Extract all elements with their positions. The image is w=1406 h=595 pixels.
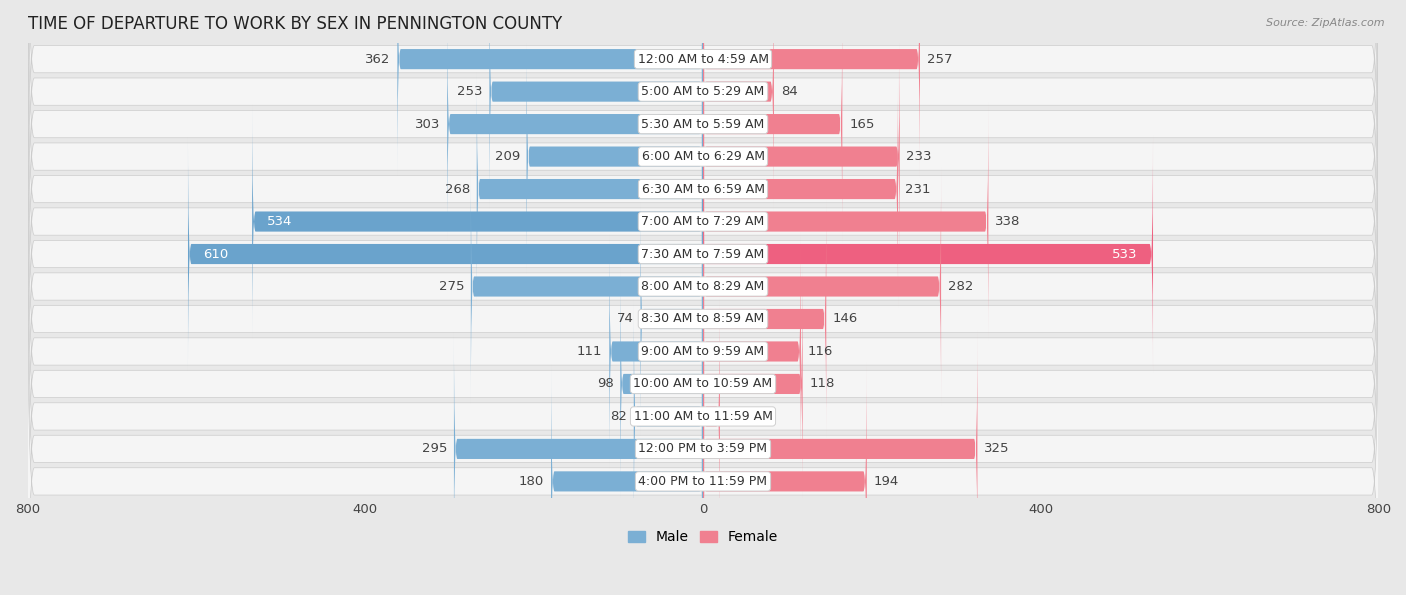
Text: 253: 253 (457, 85, 482, 98)
Text: 7:30 AM to 7:59 AM: 7:30 AM to 7:59 AM (641, 248, 765, 261)
FancyBboxPatch shape (703, 37, 900, 277)
Text: 118: 118 (810, 377, 835, 390)
FancyBboxPatch shape (28, 0, 1378, 370)
FancyBboxPatch shape (28, 235, 1378, 595)
Text: 9:00 AM to 9:59 AM: 9:00 AM to 9:59 AM (641, 345, 765, 358)
FancyBboxPatch shape (526, 37, 703, 277)
Text: 11:00 AM to 11:59 AM: 11:00 AM to 11:59 AM (634, 410, 772, 423)
Text: 5:00 AM to 5:29 AM: 5:00 AM to 5:29 AM (641, 85, 765, 98)
FancyBboxPatch shape (454, 329, 703, 569)
Text: 6:00 AM to 6:29 AM: 6:00 AM to 6:29 AM (641, 150, 765, 163)
FancyBboxPatch shape (398, 0, 703, 179)
FancyBboxPatch shape (703, 69, 898, 309)
Text: 8:00 AM to 8:29 AM: 8:00 AM to 8:29 AM (641, 280, 765, 293)
Text: 303: 303 (415, 118, 440, 130)
Text: 533: 533 (1112, 248, 1137, 261)
FancyBboxPatch shape (703, 231, 801, 471)
FancyBboxPatch shape (28, 203, 1378, 595)
Text: 338: 338 (995, 215, 1021, 228)
FancyBboxPatch shape (609, 231, 703, 471)
FancyBboxPatch shape (28, 170, 1378, 595)
FancyBboxPatch shape (489, 0, 703, 211)
FancyBboxPatch shape (28, 0, 1378, 403)
Text: 295: 295 (422, 443, 447, 455)
FancyBboxPatch shape (28, 8, 1378, 500)
FancyBboxPatch shape (28, 0, 1378, 436)
Text: 82: 82 (610, 410, 627, 423)
FancyBboxPatch shape (703, 264, 803, 504)
Text: 7:00 AM to 7:29 AM: 7:00 AM to 7:29 AM (641, 215, 765, 228)
Text: 610: 610 (204, 248, 228, 261)
FancyBboxPatch shape (703, 362, 866, 595)
Text: 268: 268 (444, 183, 470, 196)
FancyBboxPatch shape (28, 105, 1378, 595)
Text: 534: 534 (267, 215, 292, 228)
FancyBboxPatch shape (188, 134, 703, 374)
Text: 209: 209 (495, 150, 520, 163)
Text: 10:00 AM to 10:59 AM: 10:00 AM to 10:59 AM (634, 377, 772, 390)
Text: 74: 74 (617, 312, 634, 325)
Text: 111: 111 (576, 345, 603, 358)
Text: 12:00 AM to 4:59 AM: 12:00 AM to 4:59 AM (637, 52, 769, 65)
FancyBboxPatch shape (703, 199, 827, 439)
FancyBboxPatch shape (551, 362, 703, 595)
FancyBboxPatch shape (252, 102, 703, 342)
FancyBboxPatch shape (703, 296, 720, 536)
Text: 6:30 AM to 6:59 AM: 6:30 AM to 6:59 AM (641, 183, 765, 196)
Text: 180: 180 (519, 475, 544, 488)
Text: 275: 275 (439, 280, 464, 293)
FancyBboxPatch shape (28, 0, 1378, 305)
Text: 362: 362 (366, 52, 391, 65)
Text: 282: 282 (948, 280, 973, 293)
FancyBboxPatch shape (28, 40, 1378, 533)
Text: 165: 165 (849, 118, 875, 130)
Text: 20: 20 (727, 410, 744, 423)
FancyBboxPatch shape (703, 167, 941, 406)
FancyBboxPatch shape (641, 199, 703, 439)
FancyBboxPatch shape (28, 137, 1378, 595)
FancyBboxPatch shape (28, 0, 1378, 338)
Text: 325: 325 (984, 443, 1010, 455)
FancyBboxPatch shape (703, 134, 1153, 374)
Legend: Male, Female: Male, Female (623, 525, 783, 550)
Text: 8:30 AM to 8:59 AM: 8:30 AM to 8:59 AM (641, 312, 765, 325)
Text: 4:00 PM to 11:59 PM: 4:00 PM to 11:59 PM (638, 475, 768, 488)
Text: 233: 233 (907, 150, 932, 163)
FancyBboxPatch shape (477, 69, 703, 309)
Text: 194: 194 (873, 475, 898, 488)
Text: 5:30 AM to 5:59 AM: 5:30 AM to 5:59 AM (641, 118, 765, 130)
Text: 12:00 PM to 3:59 PM: 12:00 PM to 3:59 PM (638, 443, 768, 455)
Text: TIME OF DEPARTURE TO WORK BY SEX IN PENNINGTON COUNTY: TIME OF DEPARTURE TO WORK BY SEX IN PENN… (28, 15, 562, 33)
Text: 257: 257 (927, 52, 952, 65)
Text: 84: 84 (780, 85, 797, 98)
Text: 231: 231 (905, 183, 931, 196)
FancyBboxPatch shape (703, 102, 988, 342)
FancyBboxPatch shape (703, 329, 977, 569)
FancyBboxPatch shape (703, 0, 920, 179)
FancyBboxPatch shape (620, 264, 703, 504)
FancyBboxPatch shape (703, 4, 842, 244)
FancyBboxPatch shape (634, 296, 703, 536)
Text: 116: 116 (807, 345, 834, 358)
FancyBboxPatch shape (447, 4, 703, 244)
Text: 98: 98 (596, 377, 613, 390)
Text: 146: 146 (832, 312, 858, 325)
FancyBboxPatch shape (471, 167, 703, 406)
Text: Source: ZipAtlas.com: Source: ZipAtlas.com (1267, 18, 1385, 28)
FancyBboxPatch shape (28, 0, 1378, 468)
FancyBboxPatch shape (28, 73, 1378, 565)
FancyBboxPatch shape (703, 0, 773, 211)
